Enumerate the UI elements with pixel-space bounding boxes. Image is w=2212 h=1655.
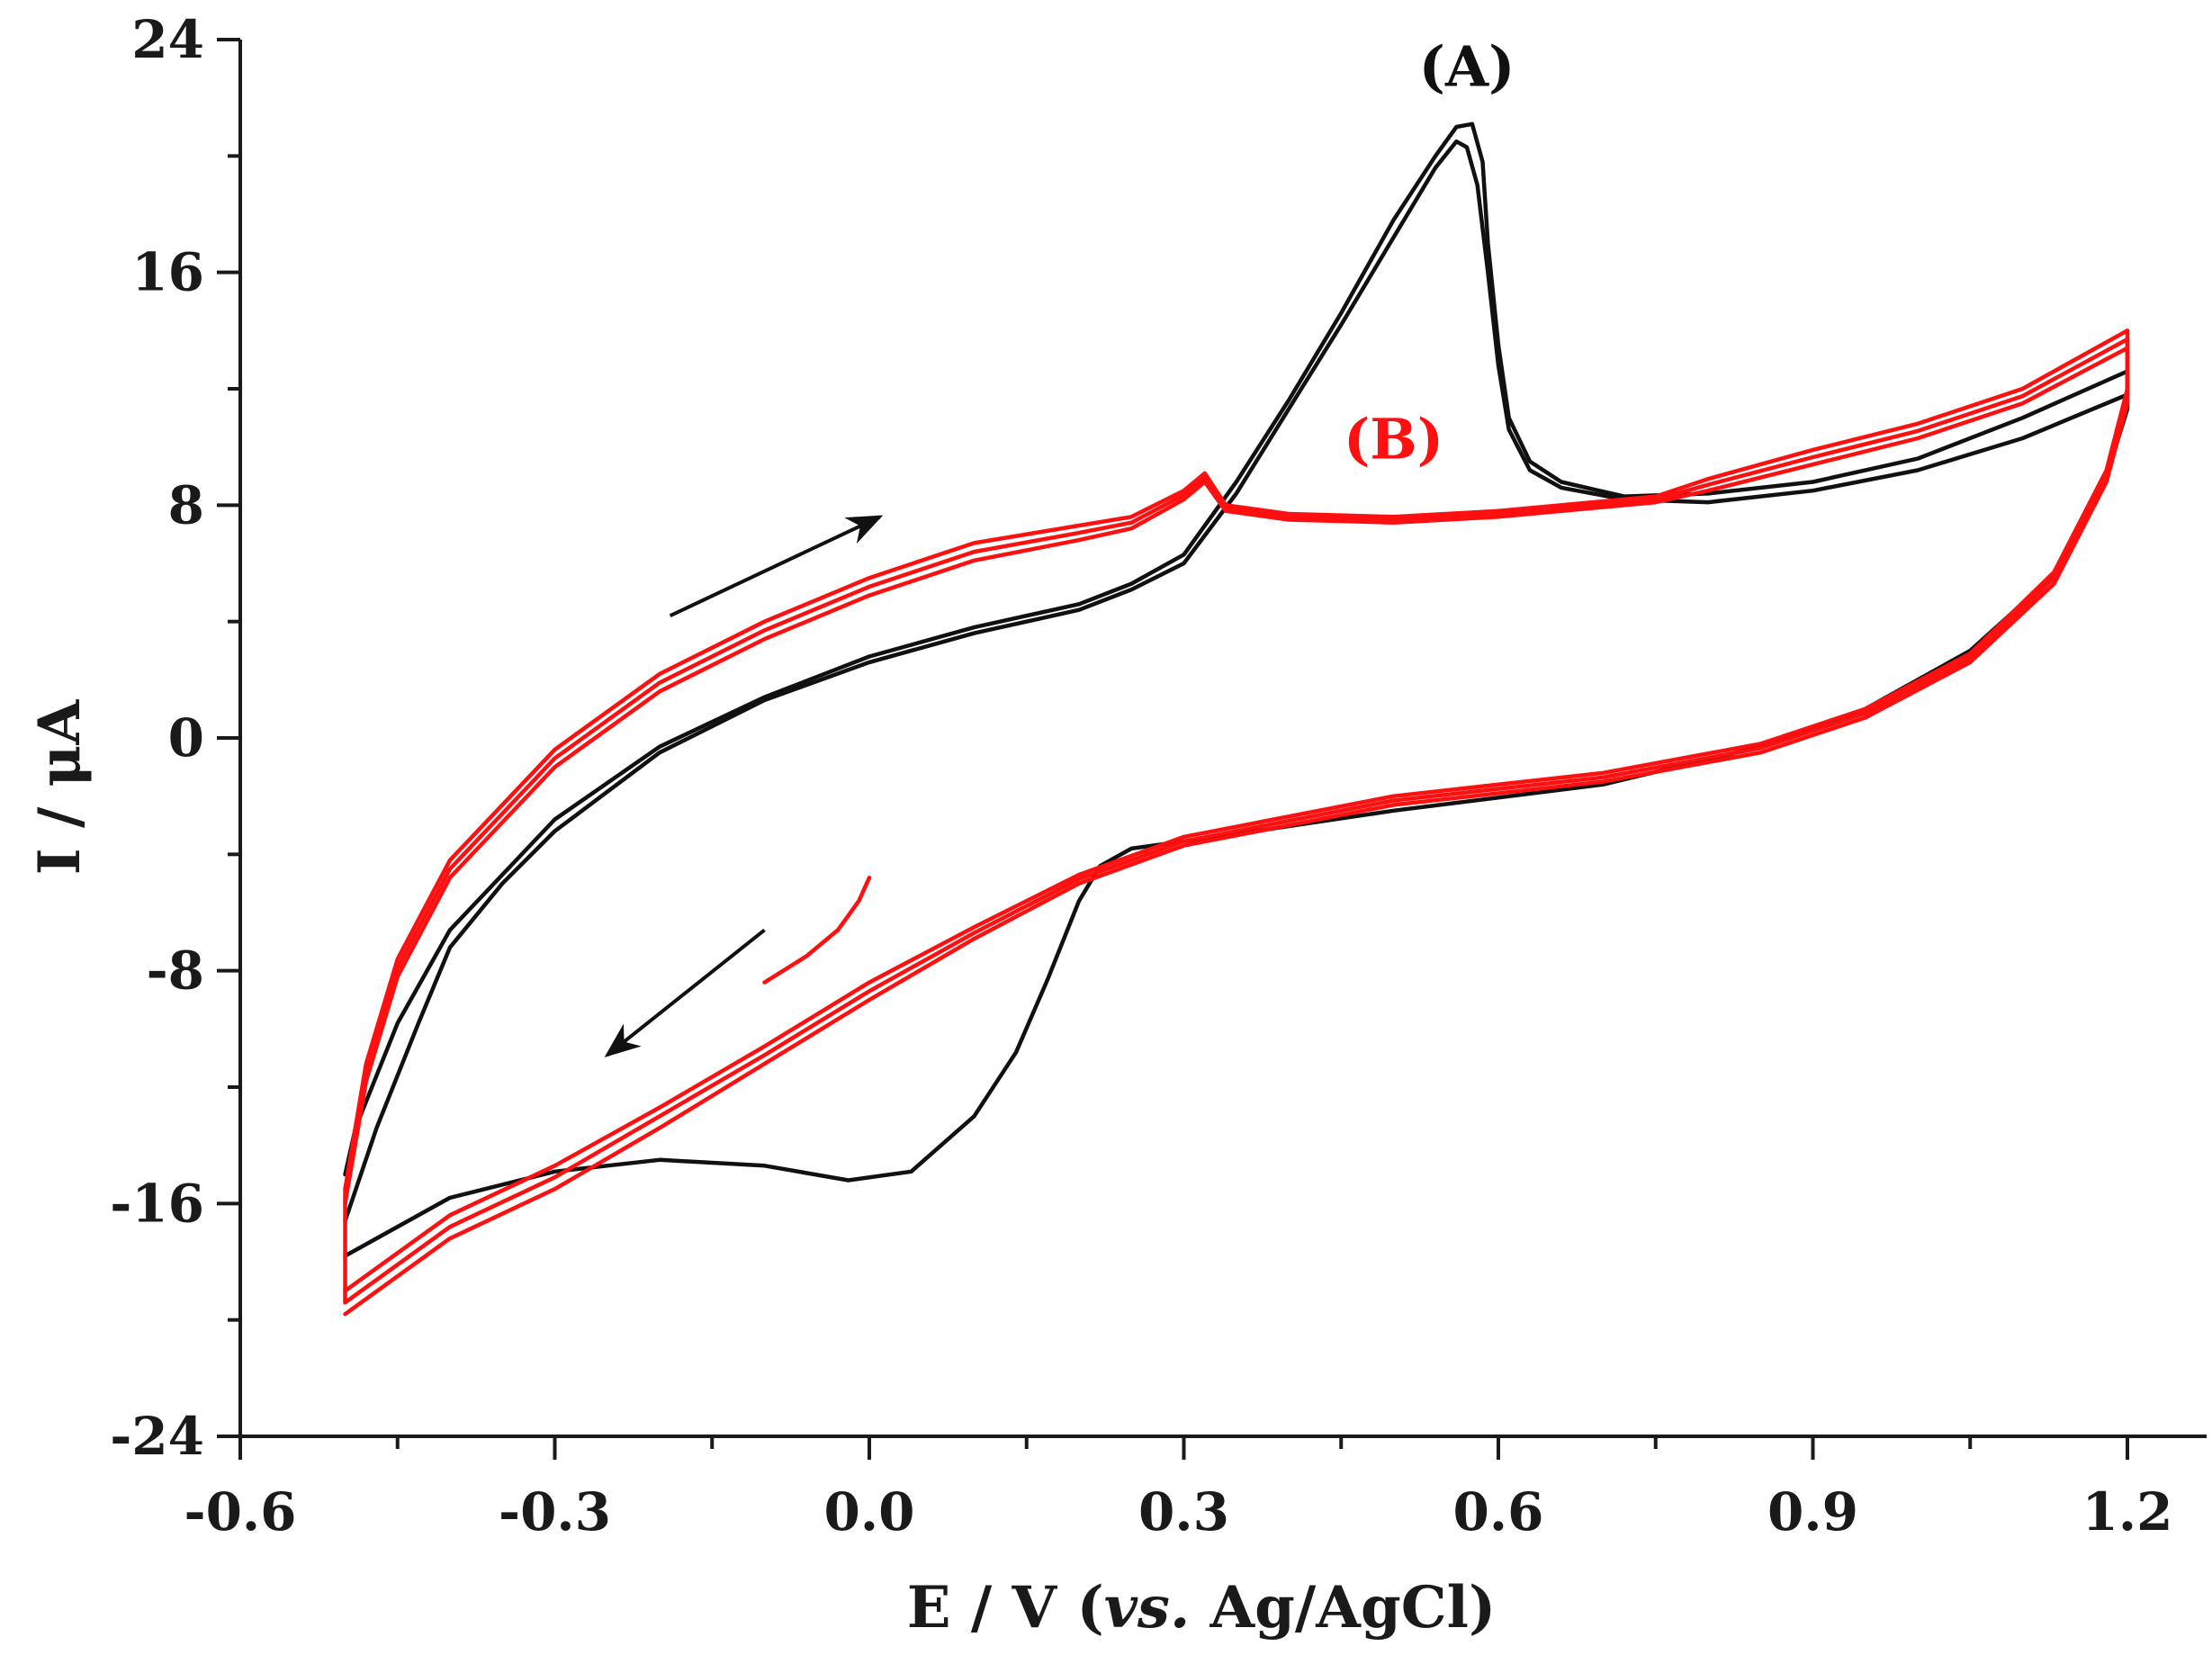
x-axis-title-italic: vs. [1104,1574,1191,1642]
x-tick-label: -0.3 [499,1481,611,1543]
y-tick-label: 16 [131,242,204,303]
series-line [343,121,2130,1258]
series-line [343,139,2130,1223]
y-tick-label: 0 [168,707,204,769]
x-tick-label: 0.3 [1138,1481,1229,1543]
y-tick-label: -8 [147,940,204,1002]
series-line [762,875,872,985]
forward-scan-arrow [669,515,884,618]
series-line [343,346,2130,1293]
reverse-scan-arrow [604,928,766,1057]
y-tick-label: 8 [168,474,204,535]
y-tick-label: 24 [131,9,204,70]
x-tick-label: 0.9 [1767,1481,1858,1543]
y-tick-label: -24 [110,1406,204,1467]
series-A [343,121,2130,1258]
series-line [343,337,2130,1305]
x-tick-label: -0.6 [184,1481,297,1543]
y-axis-title: I / μA [26,698,94,875]
label-A: (A) [1419,34,1515,100]
x-tick-label: 0.6 [1453,1481,1544,1543]
series-line [343,328,2130,1317]
x-tick-label: 0.0 [824,1481,915,1543]
annotations: (A) (B) [604,34,1515,1057]
x-tick-label: 1.2 [2082,1481,2173,1543]
series-B [343,328,2130,1317]
axes: -0.6 -0.3 0.0 0.3 0.6 0.9 1.2 24 16 8 0 -8 -16 -24 [110,9,2207,1543]
series-layer [343,121,2130,1317]
label-B: (B) [1344,407,1443,472]
x-axis-title-part: Ag/AgCl) [1190,1574,1496,1642]
y-tick-label: -16 [110,1173,204,1234]
x-axis-title-part: E / V ( [907,1574,1104,1642]
x-axis-title: E / V (vs. Ag/AgCl) [907,1574,1496,1642]
